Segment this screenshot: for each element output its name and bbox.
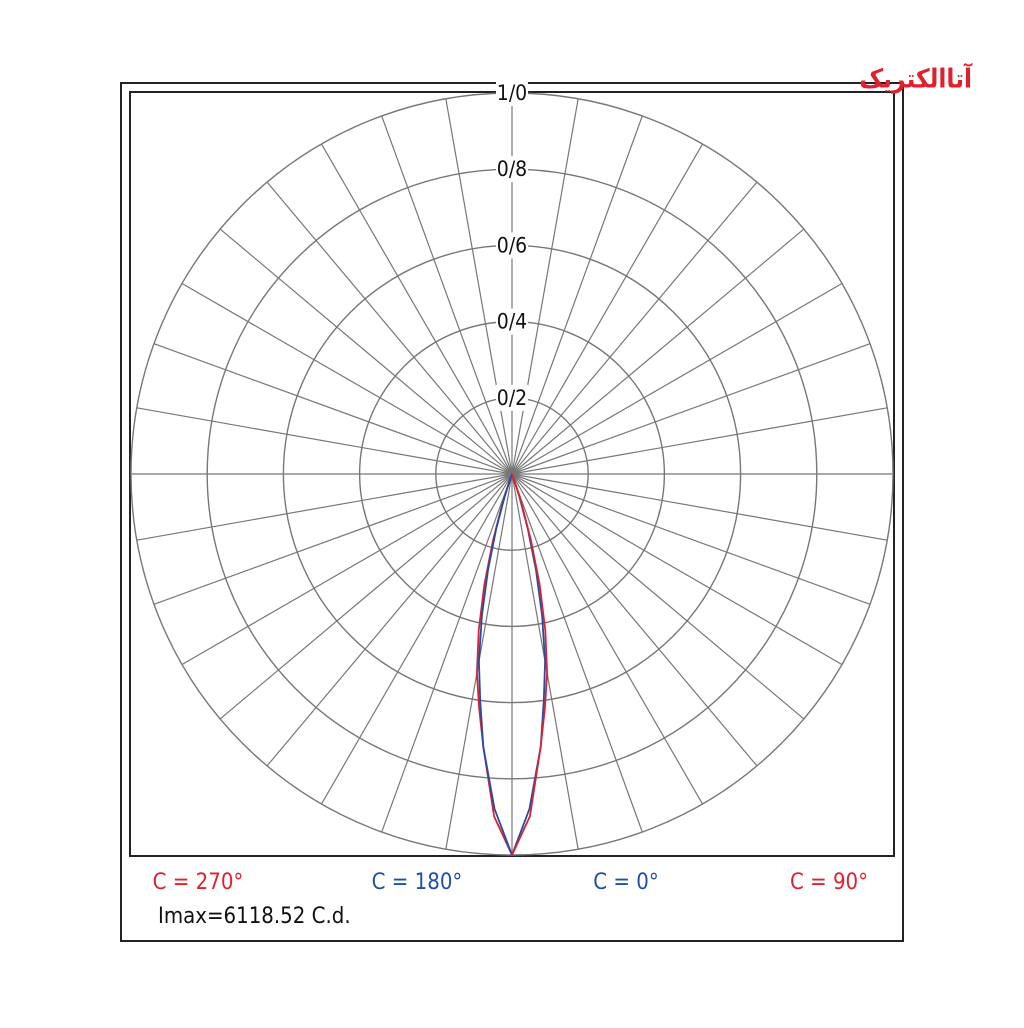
spoke [511,407,888,475]
spoke [511,473,888,541]
legend-label: C = 180° [372,870,463,895]
spoke [153,473,513,605]
spoke [136,407,513,475]
spoke [511,473,643,833]
spoke [511,473,758,767]
tick-label-bg [496,80,528,106]
spoke [445,98,513,475]
legend-label: C = 270° [153,870,244,895]
r-tick-label: 0/2 [497,386,527,410]
spoke [381,115,513,475]
labels: 0/2 0/4 0/6 0/8 1/0 [496,80,528,411]
spoke [219,473,513,720]
tick-label-bg [496,384,528,411]
spoke [381,473,513,833]
r-tick-label: 1/0 [497,81,527,105]
spoke [153,343,513,475]
spoke [181,473,513,666]
intensity-curve [475,473,513,856]
r-tick-label: 0/6 [497,233,527,257]
r-tick-label: 0/4 [497,310,527,334]
spoke [511,98,579,475]
spoke [511,143,704,475]
spoke [136,473,513,541]
spoke [511,282,843,475]
tick-label-bg [496,308,528,335]
intensity-curve [511,473,549,856]
spoke [511,473,704,805]
imax-note: Imax=6118.52 C.d. [158,904,351,929]
spoke [219,228,513,475]
tick-label-bg [496,156,528,183]
spoke [511,473,805,720]
legend-label: C = 0° [593,870,658,895]
spoke [320,143,513,475]
spoke [511,228,805,475]
curves [475,473,549,856]
tick-label-bg [496,232,528,259]
spoke [266,473,513,767]
spoke [511,343,871,475]
spoke [511,473,871,605]
spoke [511,181,758,475]
r-tick-label: 0/8 [497,157,527,181]
intensity-curve [477,473,513,856]
spoke [181,282,513,475]
spoke [266,181,513,475]
legend-label: C = 90° [790,870,868,895]
spoke [511,473,843,666]
logo: آتاالکتریک [859,63,973,95]
spoke [320,473,513,805]
spoke [511,115,643,475]
